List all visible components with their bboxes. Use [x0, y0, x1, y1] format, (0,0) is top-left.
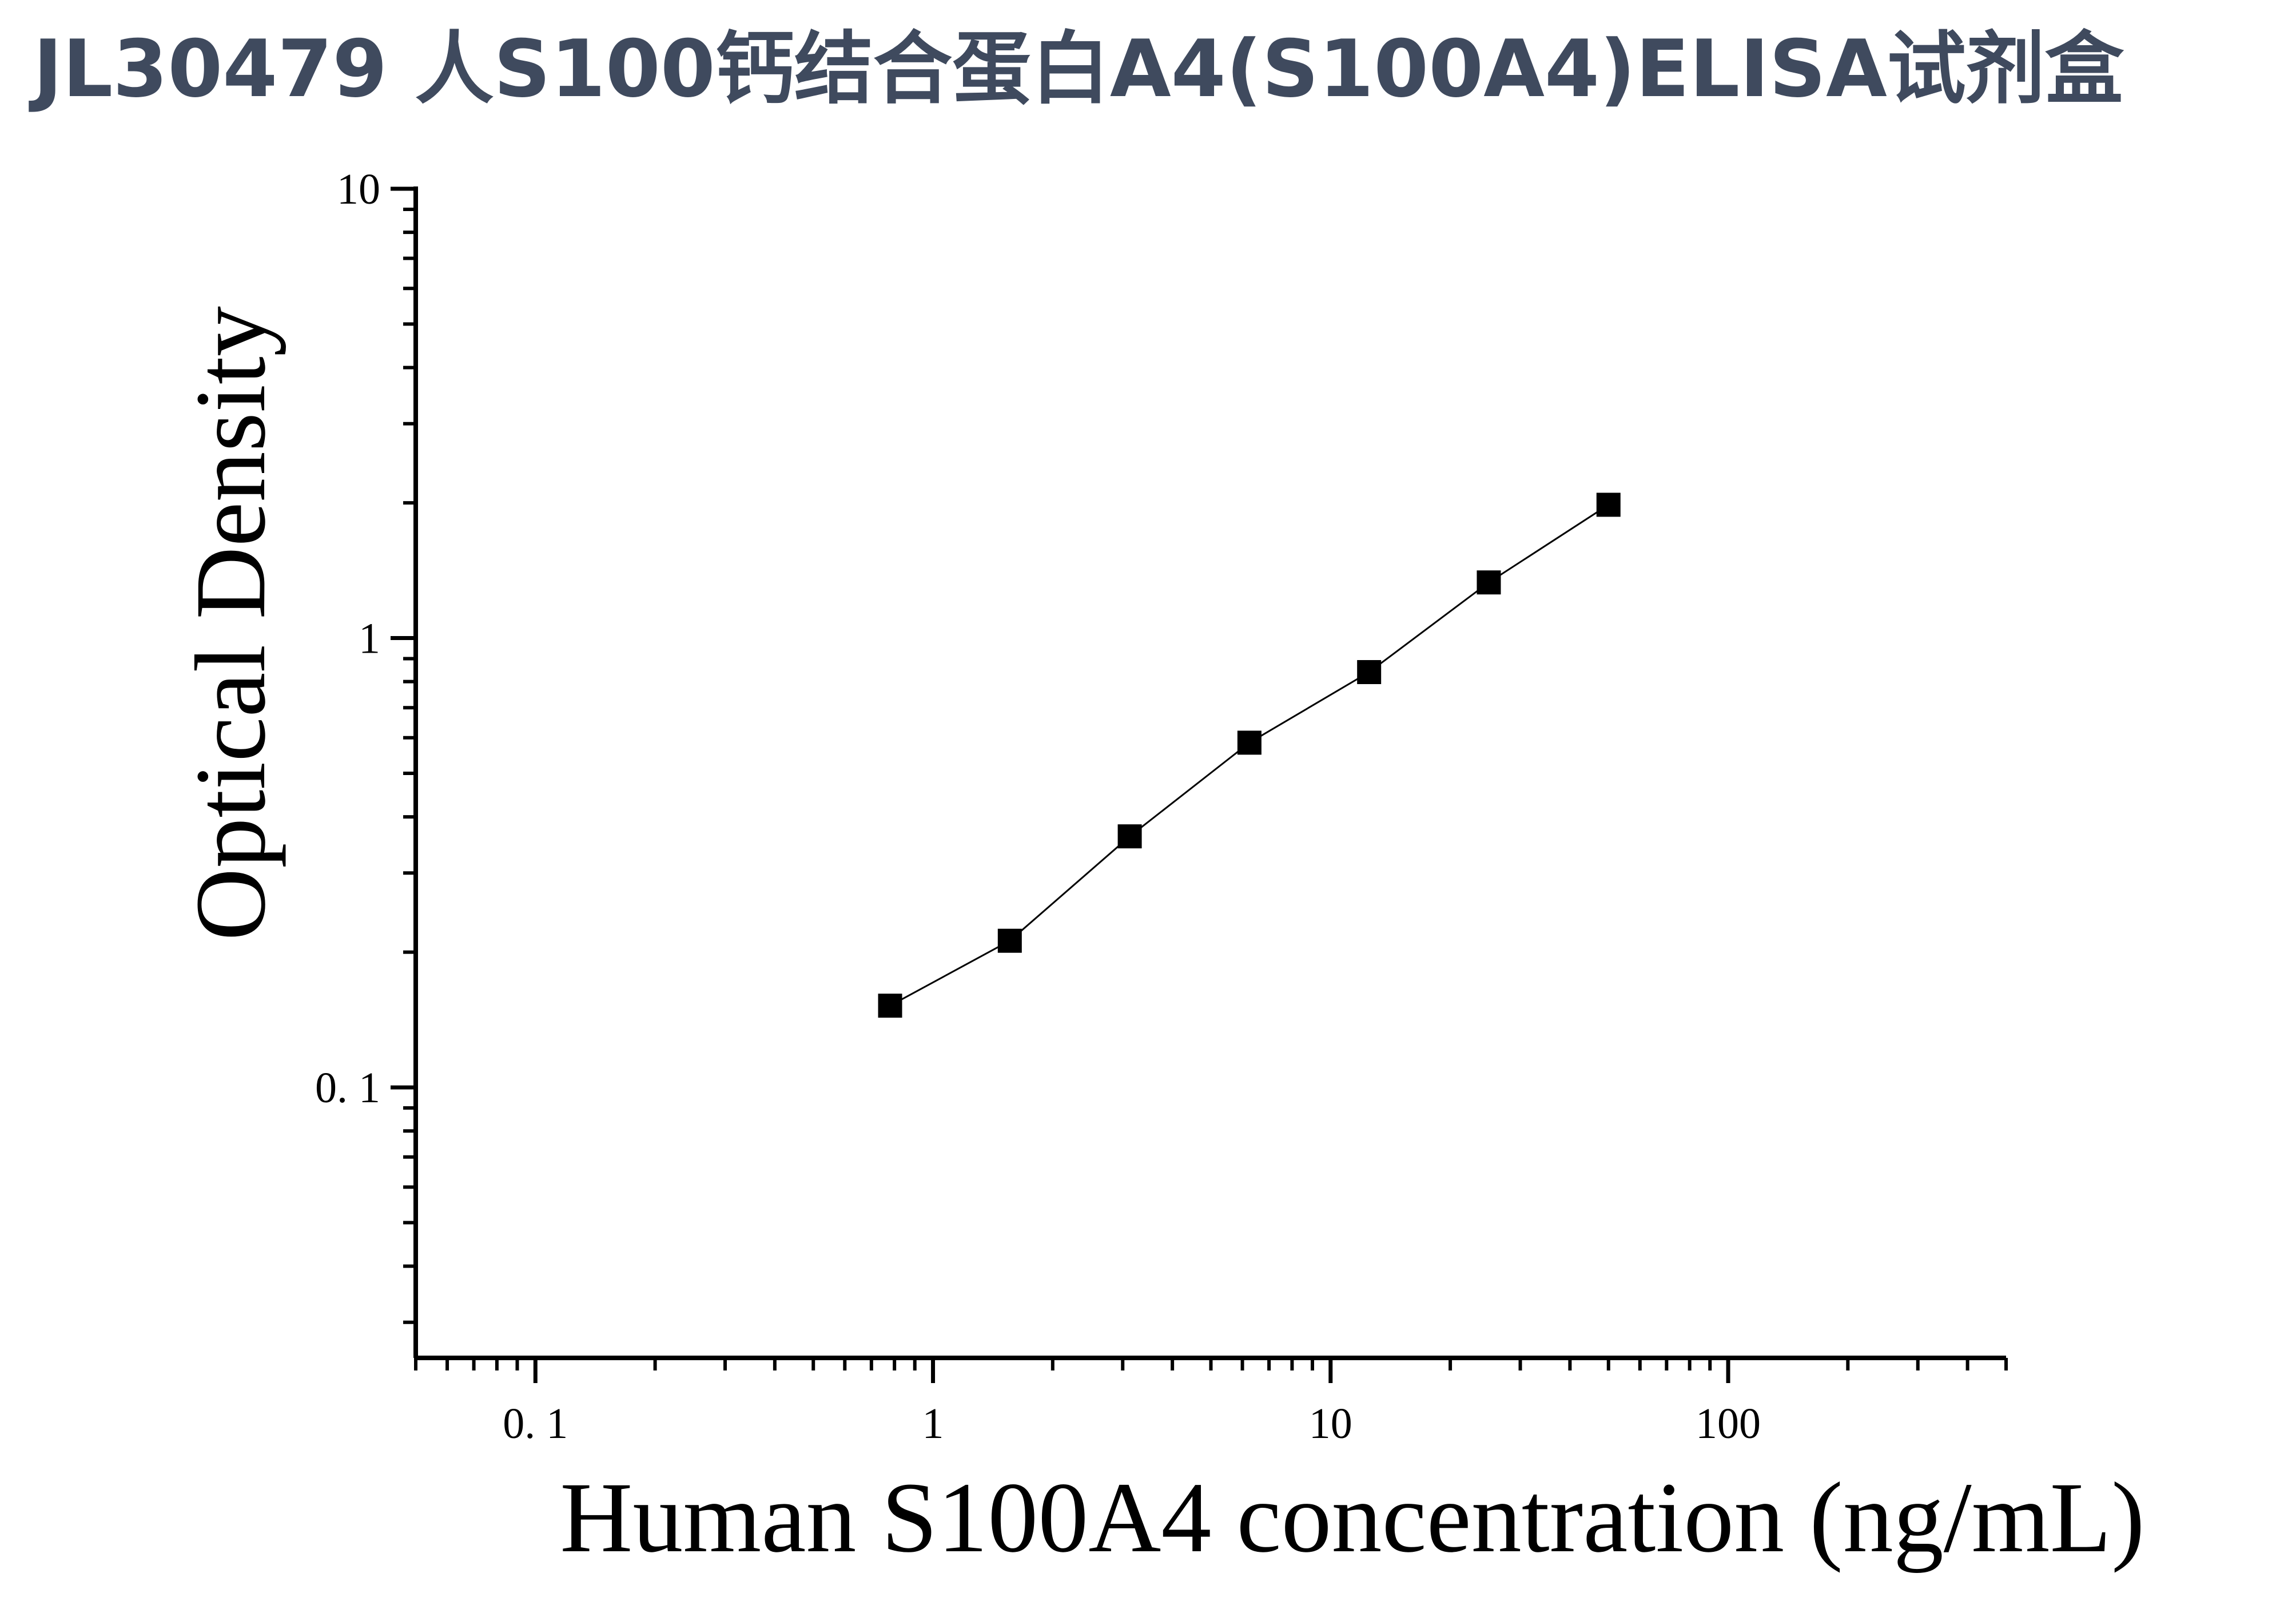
data-point: [1477, 570, 1501, 595]
tick-labels: 0. 1 1 10 100 0. 1 1 10: [315, 165, 1761, 1448]
x-tick-label: 0. 1: [503, 1400, 568, 1448]
x-tick-label: 1: [922, 1400, 944, 1448]
y-axis-title: Optical Density: [175, 306, 286, 941]
data-points: [878, 492, 1621, 1018]
y-tick-label: 0. 1: [315, 1064, 380, 1112]
data-point: [1596, 492, 1621, 517]
data-point: [1237, 730, 1262, 755]
y-tick-label: 10: [337, 165, 380, 213]
x-axis-title: Human S100A4 concentration (ng/mL): [560, 1462, 2144, 1574]
data-point: [1117, 824, 1142, 849]
x-tick-label: 100: [1696, 1400, 1761, 1448]
y-tick-label: 1: [359, 615, 380, 663]
data-point: [1357, 660, 1382, 685]
data-point: [878, 994, 902, 1018]
data-point: [997, 928, 1022, 953]
major-ticks: [391, 186, 1730, 1383]
page-title: JL30479 人S100钙结合蛋白A4(S100A4)ELISA试剂盒: [33, 23, 2124, 115]
minor-ticks: [403, 207, 2008, 1370]
x-tick-label: 10: [1309, 1400, 1352, 1448]
